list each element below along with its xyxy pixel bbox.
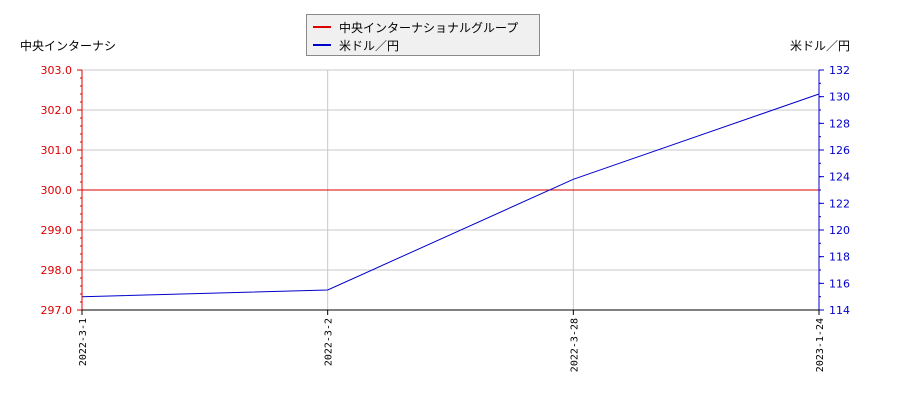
left-tick-label: 302.0: [41, 104, 73, 117]
left-tick-label: 298.0: [41, 264, 73, 277]
x-tick-label: 2023-1-24: [815, 318, 826, 372]
right-tick-label: 126: [829, 144, 850, 157]
series-lines: [81, 93, 820, 298]
legend-item-series-2: 米ドル／円: [313, 36, 399, 54]
left-axis-title: 中央インターナシ: [20, 38, 116, 53]
right-tick-label: 130: [829, 91, 850, 104]
legend-item-series-1: 中央インターナショナルグループ: [313, 18, 518, 36]
right-tick-label: 118: [829, 251, 850, 264]
legend-label-series-1: 中央インターナショナルグループ: [339, 20, 519, 35]
left-tick-label: 303.0: [41, 64, 73, 77]
right-tick-label: 116: [829, 277, 850, 290]
right-tick-label: 124: [829, 171, 850, 184]
right-tick-label: 122: [829, 197, 850, 210]
left-tick-label: 301.0: [41, 144, 73, 157]
series-line-2: [81, 93, 820, 298]
legend: 中央インターナショナルグループ 米ドル／円: [306, 14, 540, 56]
x-tick-label: 2022-3-1: [78, 318, 89, 366]
right-tick-label: 114: [829, 304, 850, 317]
right-tick-label: 120: [829, 224, 850, 237]
right-tick-label: 132: [829, 64, 850, 77]
legend-swatch-series-1: [313, 26, 331, 28]
left-tick-label: 300.0: [41, 184, 73, 197]
axes: 297.0 298.0 299.0 300.0 301.0 302.0 303.0 114 11…: [41, 64, 851, 372]
x-tick-label: 2022-3-2: [324, 318, 335, 366]
left-tick-label: 299.0: [41, 224, 73, 237]
legend-label-series-2: 米ドル／円: [339, 38, 400, 53]
left-tick-label: 297.0: [41, 304, 73, 317]
right-axis-title: 米ドル／円: [790, 39, 850, 53]
right-tick-label: 128: [829, 117, 850, 130]
legend-swatch-series-2: [313, 44, 331, 46]
x-tick-label: 2022-3-28: [569, 318, 580, 372]
